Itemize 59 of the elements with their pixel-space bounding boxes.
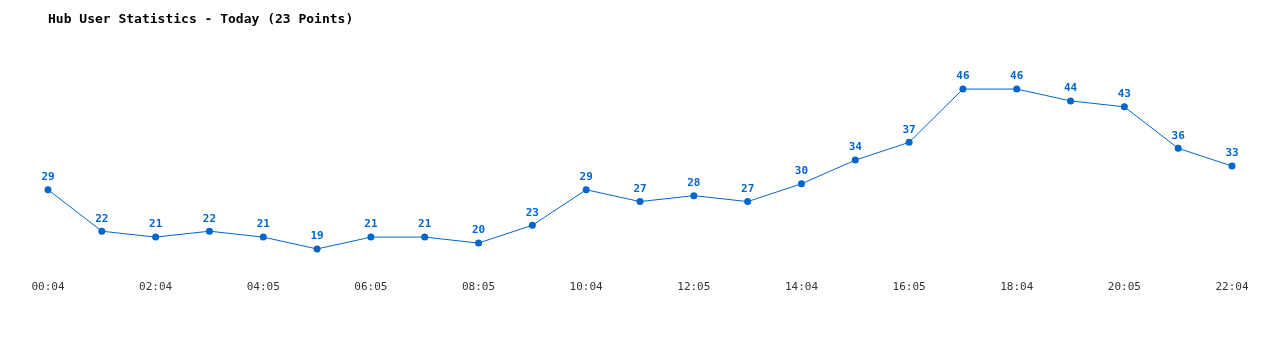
data-label: 34 — [848, 140, 863, 154]
point — [1228, 162, 1236, 170]
point — [690, 192, 698, 200]
data-label: 20 — [471, 223, 486, 237]
data-label: 29 — [579, 170, 593, 184]
point — [1120, 103, 1128, 111]
data-label: 22 — [95, 211, 109, 225]
point — [205, 227, 213, 235]
point — [475, 239, 483, 247]
chart-title: Hub User Statistics - Today (23 Points) — [48, 11, 354, 27]
data-label: 36 — [1171, 128, 1186, 142]
x-tick-label: 12:05 — [677, 280, 711, 294]
point — [259, 233, 267, 241]
x-tick-label: 02:04 — [139, 280, 173, 294]
data-label: 21 — [149, 217, 163, 231]
point — [1174, 144, 1182, 152]
point — [528, 221, 536, 229]
data-label: 44 — [1063, 81, 1078, 95]
point — [1013, 85, 1021, 93]
data-label: 29 — [41, 170, 55, 184]
point — [367, 233, 375, 241]
data-label: 43 — [1117, 87, 1131, 101]
data-label: 27 — [633, 181, 647, 195]
data-label: 46 — [1010, 69, 1024, 83]
x-tick-label: 14:04 — [784, 280, 819, 294]
data-label: 22 — [202, 211, 217, 225]
data-label: 21 — [418, 217, 432, 231]
data-label: 33 — [1225, 146, 1239, 160]
x-tick-label: 00:04 — [31, 280, 65, 294]
x-tick-label: 04:05 — [246, 280, 280, 294]
data-label: 23 — [525, 205, 539, 219]
point — [797, 180, 805, 188]
point — [851, 156, 859, 164]
x-tick-label: 16:05 — [892, 280, 926, 294]
point — [905, 138, 913, 146]
point — [959, 85, 967, 93]
x-tick-label: 08:05 — [461, 280, 496, 294]
data-label: 21 — [256, 217, 271, 231]
x-tick-label: 22:04 — [1215, 280, 1249, 294]
point — [313, 245, 321, 253]
point — [44, 186, 52, 194]
data-label: 27 — [741, 181, 755, 195]
x-tick-label: 10:04 — [569, 280, 604, 294]
data-label: 37 — [902, 122, 916, 136]
x-tick-label: 18:04 — [1000, 280, 1034, 294]
point — [636, 198, 644, 206]
data-label: 19 — [310, 229, 324, 243]
x-tick-label: 20:05 — [1107, 280, 1141, 294]
x-tick-label: 06:05 — [354, 280, 388, 294]
point — [421, 233, 429, 241]
data-label: 21 — [364, 217, 378, 231]
point — [98, 227, 106, 235]
data-label: 28 — [687, 176, 701, 190]
point — [582, 186, 590, 194]
data-label: 46 — [956, 69, 970, 83]
point — [1067, 97, 1075, 105]
data-label: 30 — [794, 164, 809, 178]
point — [744, 198, 752, 206]
point — [152, 233, 160, 241]
